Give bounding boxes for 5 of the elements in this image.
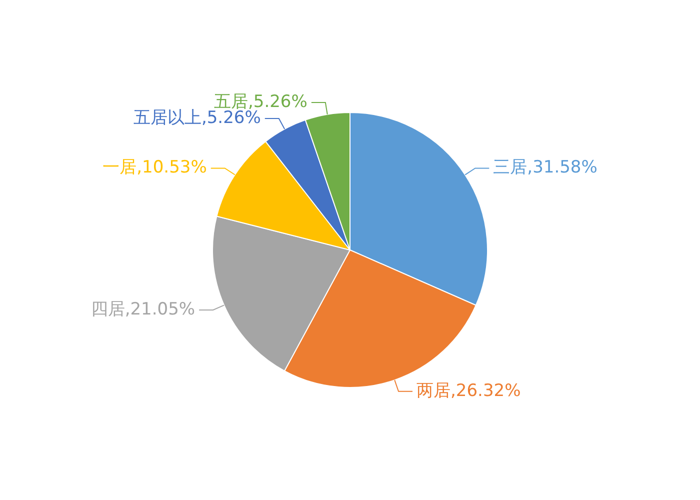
slice-label: 四居,21.05%: [90, 299, 196, 320]
slice-label: 三居,31.58%: [493, 158, 598, 178]
slice-label: 五居以上,5.26%: [133, 108, 261, 128]
slice-label: 两居,26.32%: [416, 380, 521, 401]
slice-label: 一居,10.53%: [102, 158, 207, 178]
